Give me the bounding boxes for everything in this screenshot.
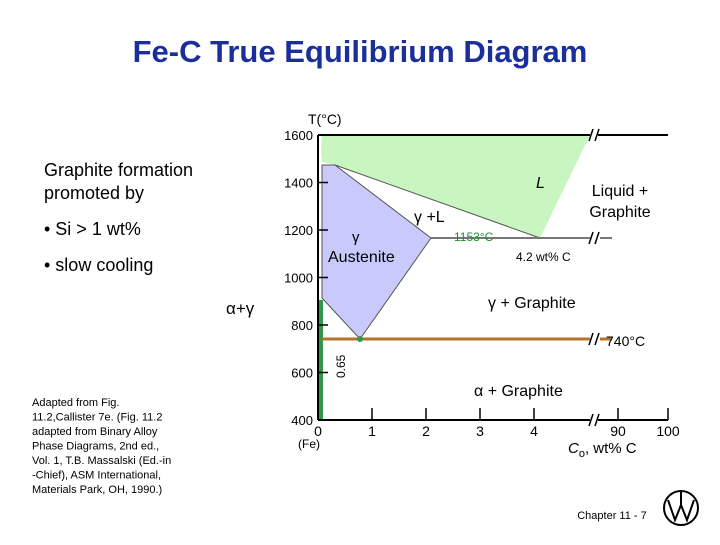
austenite-region xyxy=(321,164,432,340)
citation-line: -Chief), ASM International, xyxy=(32,470,161,482)
citation-line: Vol. 1, T.B. Massalski (Ed.-in xyxy=(32,455,171,467)
axis-breaks xyxy=(588,128,600,427)
bullet: • slow cooling xyxy=(44,255,153,275)
region-label: α+γ xyxy=(226,299,255,318)
region-label: γ xyxy=(352,229,360,246)
y-axis-label: T(°C) xyxy=(308,111,342,127)
citation-line: Materials Park, OH, 1990.) xyxy=(32,484,162,496)
region-label: γ +L xyxy=(414,209,445,226)
annotation: 740°C xyxy=(606,333,645,349)
intro-line: promoted by xyxy=(44,183,144,203)
region-label: γ + Graphite xyxy=(488,295,576,312)
x-tick-label: 1 xyxy=(368,423,376,439)
region-label: α + Graphite xyxy=(474,383,563,400)
citation: Adapted from Fig. 11.2,Callister 7e. (Fig… xyxy=(32,397,171,496)
y-tick-label: 1200 xyxy=(284,223,313,238)
y-tick-label: 1600 xyxy=(284,128,313,143)
region-label: Austenite xyxy=(328,249,395,266)
y-tick-label: 800 xyxy=(291,318,313,333)
region-label: Liquid + xyxy=(592,183,649,200)
x-tick-label: 2 xyxy=(422,423,430,439)
x-tick-label: 3 xyxy=(476,423,484,439)
y-tick-label: 600 xyxy=(291,366,313,381)
citation-line: 11.2,Callister 7e. (Fig. 11.2 xyxy=(32,412,162,424)
ferrite-region xyxy=(318,300,323,420)
x-tick-label: 90 xyxy=(610,423,626,439)
region-label: Graphite xyxy=(589,204,650,221)
x-tick-label: 4 xyxy=(530,423,538,439)
bullet: • Si > 1 wt% xyxy=(44,219,141,239)
y-tick-label: 1000 xyxy=(284,271,313,286)
citation-line: Phase Diagrams, 2nd ed., xyxy=(32,441,159,453)
region-label: L xyxy=(536,175,545,192)
liquidus xyxy=(334,164,541,239)
y-tick-label: 1400 xyxy=(284,176,313,191)
x-tick-label: 0 xyxy=(314,423,322,439)
y-tick-label: 400 xyxy=(291,413,313,428)
slide-title: Fe-C True Equilibrium Diagram xyxy=(133,34,588,69)
intro-line: Graphite formation xyxy=(44,160,193,180)
annotation: 4.2 wt% C xyxy=(516,250,571,264)
footer: Chapter 11 - 7 xyxy=(577,510,647,522)
x-axis-label: Co, wt% C xyxy=(568,440,637,460)
annotation: 1153°C xyxy=(454,230,494,244)
citation-line: Adapted from Fig. xyxy=(32,397,119,409)
eutectoid-point xyxy=(357,336,363,342)
origin-label: (Fe) xyxy=(298,437,320,451)
liquid-region xyxy=(321,135,590,238)
logo xyxy=(663,490,699,526)
x-tick-label: 100 xyxy=(656,423,680,439)
citation-line: adapted from Binary Alloy xyxy=(32,426,158,438)
annotation: 0.65 xyxy=(334,354,348,378)
